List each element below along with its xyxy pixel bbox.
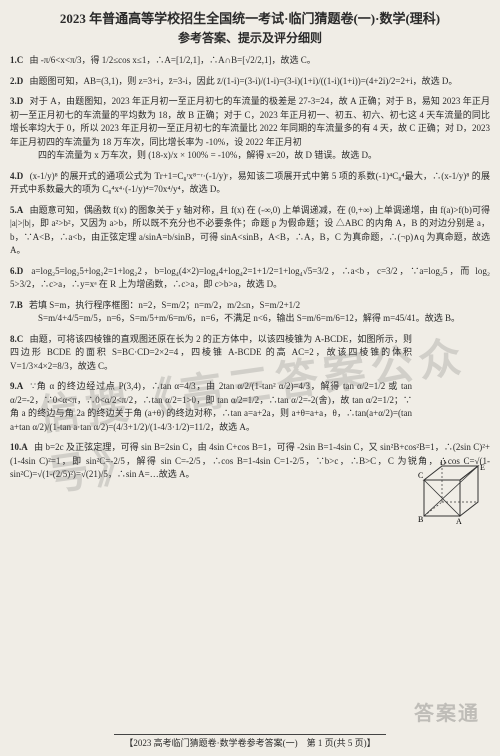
cube-label-d: D <box>440 460 446 467</box>
q-num: 7. <box>10 300 17 310</box>
q-ans: A <box>21 442 28 452</box>
q-body: a=log₂5=log₂5+log₂2=1+log₂2，b=log₄(4×2)=… <box>10 266 490 290</box>
watermark-bottom: 答案通 <box>414 697 480 726</box>
question-5: 5.A 由题意可知，偶函数 f(x) 的图象关于 y 轴对称，且 f(x) 在 … <box>10 204 490 258</box>
q-num: 4. <box>10 171 17 181</box>
q-num: 2. <box>10 76 17 86</box>
q-num: 10. <box>10 442 21 452</box>
q-body: 由 -π/6<x<π/3，得 1/2≤cos x≤1，∴A=[1/2,1]，∴A… <box>30 55 316 65</box>
q-num: 5. <box>10 205 17 215</box>
q-ans: D <box>17 266 24 276</box>
q-body: (x-1/y)⁸ 的展开式的通项公式为 Tr+1=C₈ʳx⁸⁻ʳ·(-1/y)ʳ… <box>10 171 490 195</box>
cube-label-b: B <box>418 515 423 524</box>
q-ans: D <box>17 96 24 106</box>
question-3: 3.D 对于 A，由题图知，2023 年正月初一至正月初七的车流量的极差是 27… <box>10 95 490 163</box>
q-ans: C <box>17 55 24 65</box>
footer-text: 【2023 高考临门猜题卷·数学卷参考答案(一) 第 1 页(共 5 页)】 <box>114 734 385 750</box>
q-ans: D <box>17 171 24 181</box>
q-body: 对于 A，由题图知，2023 年正月初一至正月初七的车流量的极差是 27-3=2… <box>10 96 490 147</box>
q-ans: D <box>17 76 24 86</box>
doc-title: 2023 年普通高等学校招生全国统一考试·临门猜题卷(一)·数学(理科) <box>10 8 490 27</box>
q-num: 8. <box>10 334 17 344</box>
page-footer: 【2023 高考临门猜题卷·数学卷参考答案(一) 第 1 页(共 5 页)】 <box>0 734 500 750</box>
q-num: 6. <box>10 266 17 276</box>
cube-label-e: E <box>480 463 485 472</box>
cube-label-a: A <box>456 517 462 526</box>
q-num: 1. <box>10 55 17 65</box>
q-ans: A <box>17 381 24 391</box>
question-9: 9.A ∵角 α 的终边经过点 P(3,4)，∴tan α=4/3，由 2tan… <box>10 380 490 434</box>
q-body: 若填 S=m，执行程序框图：n=2，S=m/2；n=m/2，m/2≤n，S=m/… <box>29 300 300 310</box>
question-2: 2.D 由题图可知，AB=(3,1)，则 z=3+i，z̄=3-i，因此 z̄/… <box>10 75 490 89</box>
q7-cont: S=m/4+4/5=m/5，n=6，S=m/5+m/6=m/6，n=6，不满足 … <box>38 312 490 326</box>
q-body: ∵角 α 的终边经过点 P(3,4)，∴tan α=4/3，由 2tan α/2… <box>10 381 412 432</box>
q-body: 由题意可知，偶函数 f(x) 的图象关于 y 轴对称，且 f(x) 在 (-∞,… <box>10 205 490 256</box>
cube-label-c: C <box>418 471 423 480</box>
q-body: 由题图可知，AB=(3,1)，则 z=3+i，z̄=3-i，因此 z̄/(1-i… <box>30 76 458 86</box>
question-8: 8.C 由题，可将该四棱锥的直观图还原在长为 2 的正方体中，以该四棱锥为 A-… <box>10 333 490 374</box>
q-ans: C <box>17 334 24 344</box>
question-7: 7.B 若填 S=m，执行程序框图：n=2，S=m/2；n=m/2，m/2≤n，… <box>10 299 490 326</box>
q-ans: B <box>17 300 23 310</box>
q-body: 由题，可将该四棱锥的直观图还原在长为 2 的正方体中，以该四棱锥为 A-BCDE… <box>10 334 412 371</box>
cube-diagram: A B C D E <box>414 460 486 540</box>
q-ans: A <box>17 205 24 215</box>
question-1: 1.C 由 -π/6<x<π/3，得 1/2≤cos x≤1，∴A=[1/2,1… <box>10 54 490 68</box>
question-6: 6.D a=log₂5=log₂5+log₂2=1+log₂2，b=log₄(4… <box>10 265 490 292</box>
q-num: 9. <box>10 381 17 391</box>
doc-subtitle: 参考答案、提示及评分细则 <box>10 29 490 46</box>
q-num: 3. <box>10 96 17 106</box>
question-4: 4.D (x-1/y)⁸ 的展开式的通项公式为 Tr+1=C₈ʳx⁸⁻ʳ·(-1… <box>10 170 490 197</box>
q3-cont: 四的车流量为 x 万车次，则 (18-x)/x × 100% = -10%，解得… <box>38 149 490 163</box>
